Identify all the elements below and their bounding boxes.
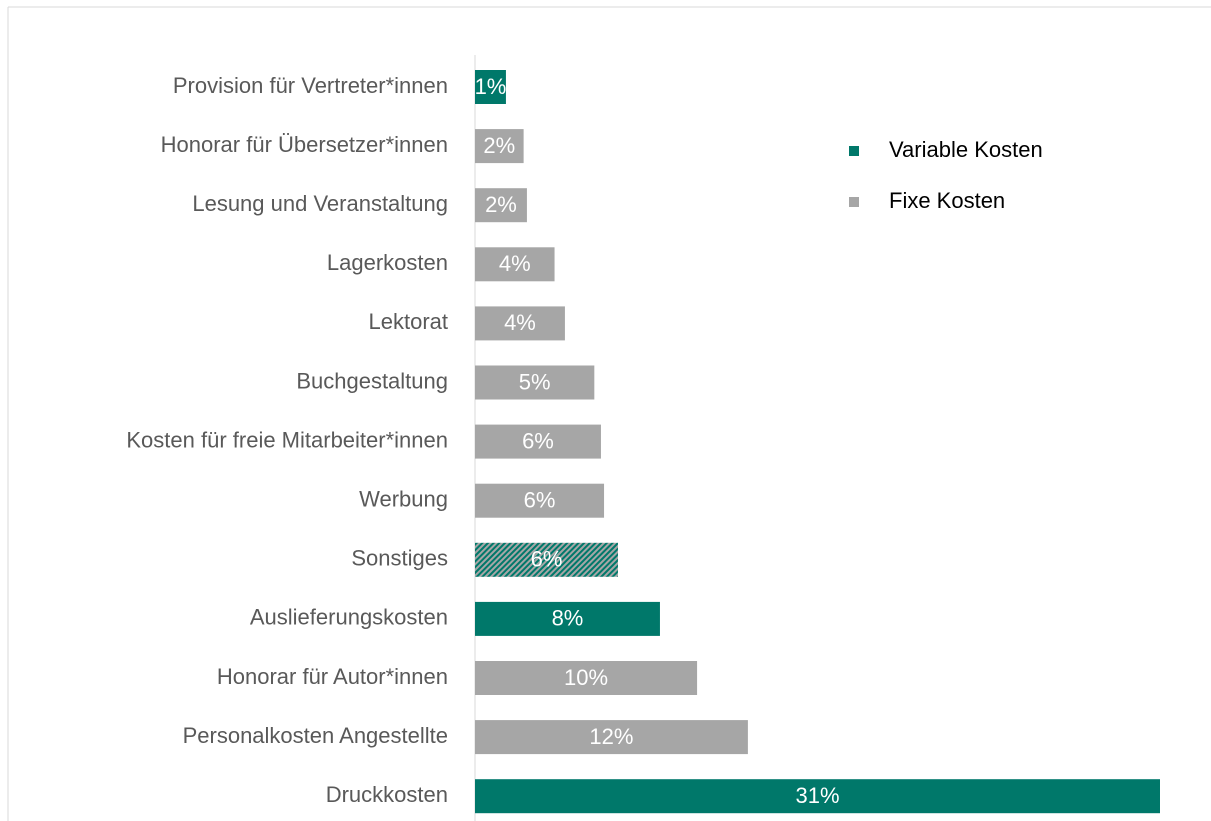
bar	[475, 601, 660, 636]
value-label: 6%	[531, 547, 563, 572]
legend-label: Variable Kosten	[889, 137, 1043, 162]
value-label: 10%	[564, 665, 608, 690]
category-label: Kosten für freie Mitarbeiter*innen	[126, 427, 448, 452]
category-label: Honorar für Übersetzer*innen	[161, 132, 448, 157]
category-label: Sonstiges	[351, 546, 448, 571]
legend-label: Fixe Kosten	[889, 188, 1005, 213]
value-label: 2%	[485, 192, 517, 217]
value-label: 8%	[552, 606, 584, 631]
bar	[475, 424, 601, 459]
value-label: 6%	[522, 428, 554, 453]
bar	[475, 306, 565, 341]
category-label: Personalkosten Angestellte	[183, 723, 448, 748]
bar	[475, 365, 595, 400]
category-label: Druckkosten	[326, 782, 448, 807]
legend-marker	[849, 197, 859, 207]
category-label: Lektorat	[369, 309, 449, 334]
bar	[475, 70, 506, 104]
value-label: 6%	[524, 488, 556, 513]
bar	[475, 661, 698, 695]
value-label: 4%	[499, 251, 531, 276]
bar	[475, 779, 1160, 814]
category-label: Lagerkosten	[327, 250, 448, 275]
category-label: Werbung	[359, 487, 448, 512]
bar	[475, 129, 524, 164]
bar	[475, 542, 618, 577]
value-label: 5%	[519, 369, 551, 394]
category-label: Lesung und Veranstaltung	[192, 191, 448, 216]
category-label: Provision für Vertreter*innen	[173, 73, 448, 98]
category-label: Auslieferungskosten	[250, 605, 448, 630]
value-label: 2%	[483, 133, 515, 158]
bar	[475, 188, 527, 223]
legend-marker	[849, 146, 859, 156]
value-label: 31%	[795, 783, 839, 808]
value-label: 4%	[504, 310, 536, 335]
value-label: 1%	[475, 74, 507, 99]
category-label: Honorar für Autor*innen	[217, 664, 448, 689]
value-label: 12%	[589, 724, 633, 749]
category-label: Buchgestaltung	[296, 368, 448, 393]
bar	[475, 720, 748, 755]
bar	[475, 483, 605, 518]
bar	[475, 247, 555, 282]
